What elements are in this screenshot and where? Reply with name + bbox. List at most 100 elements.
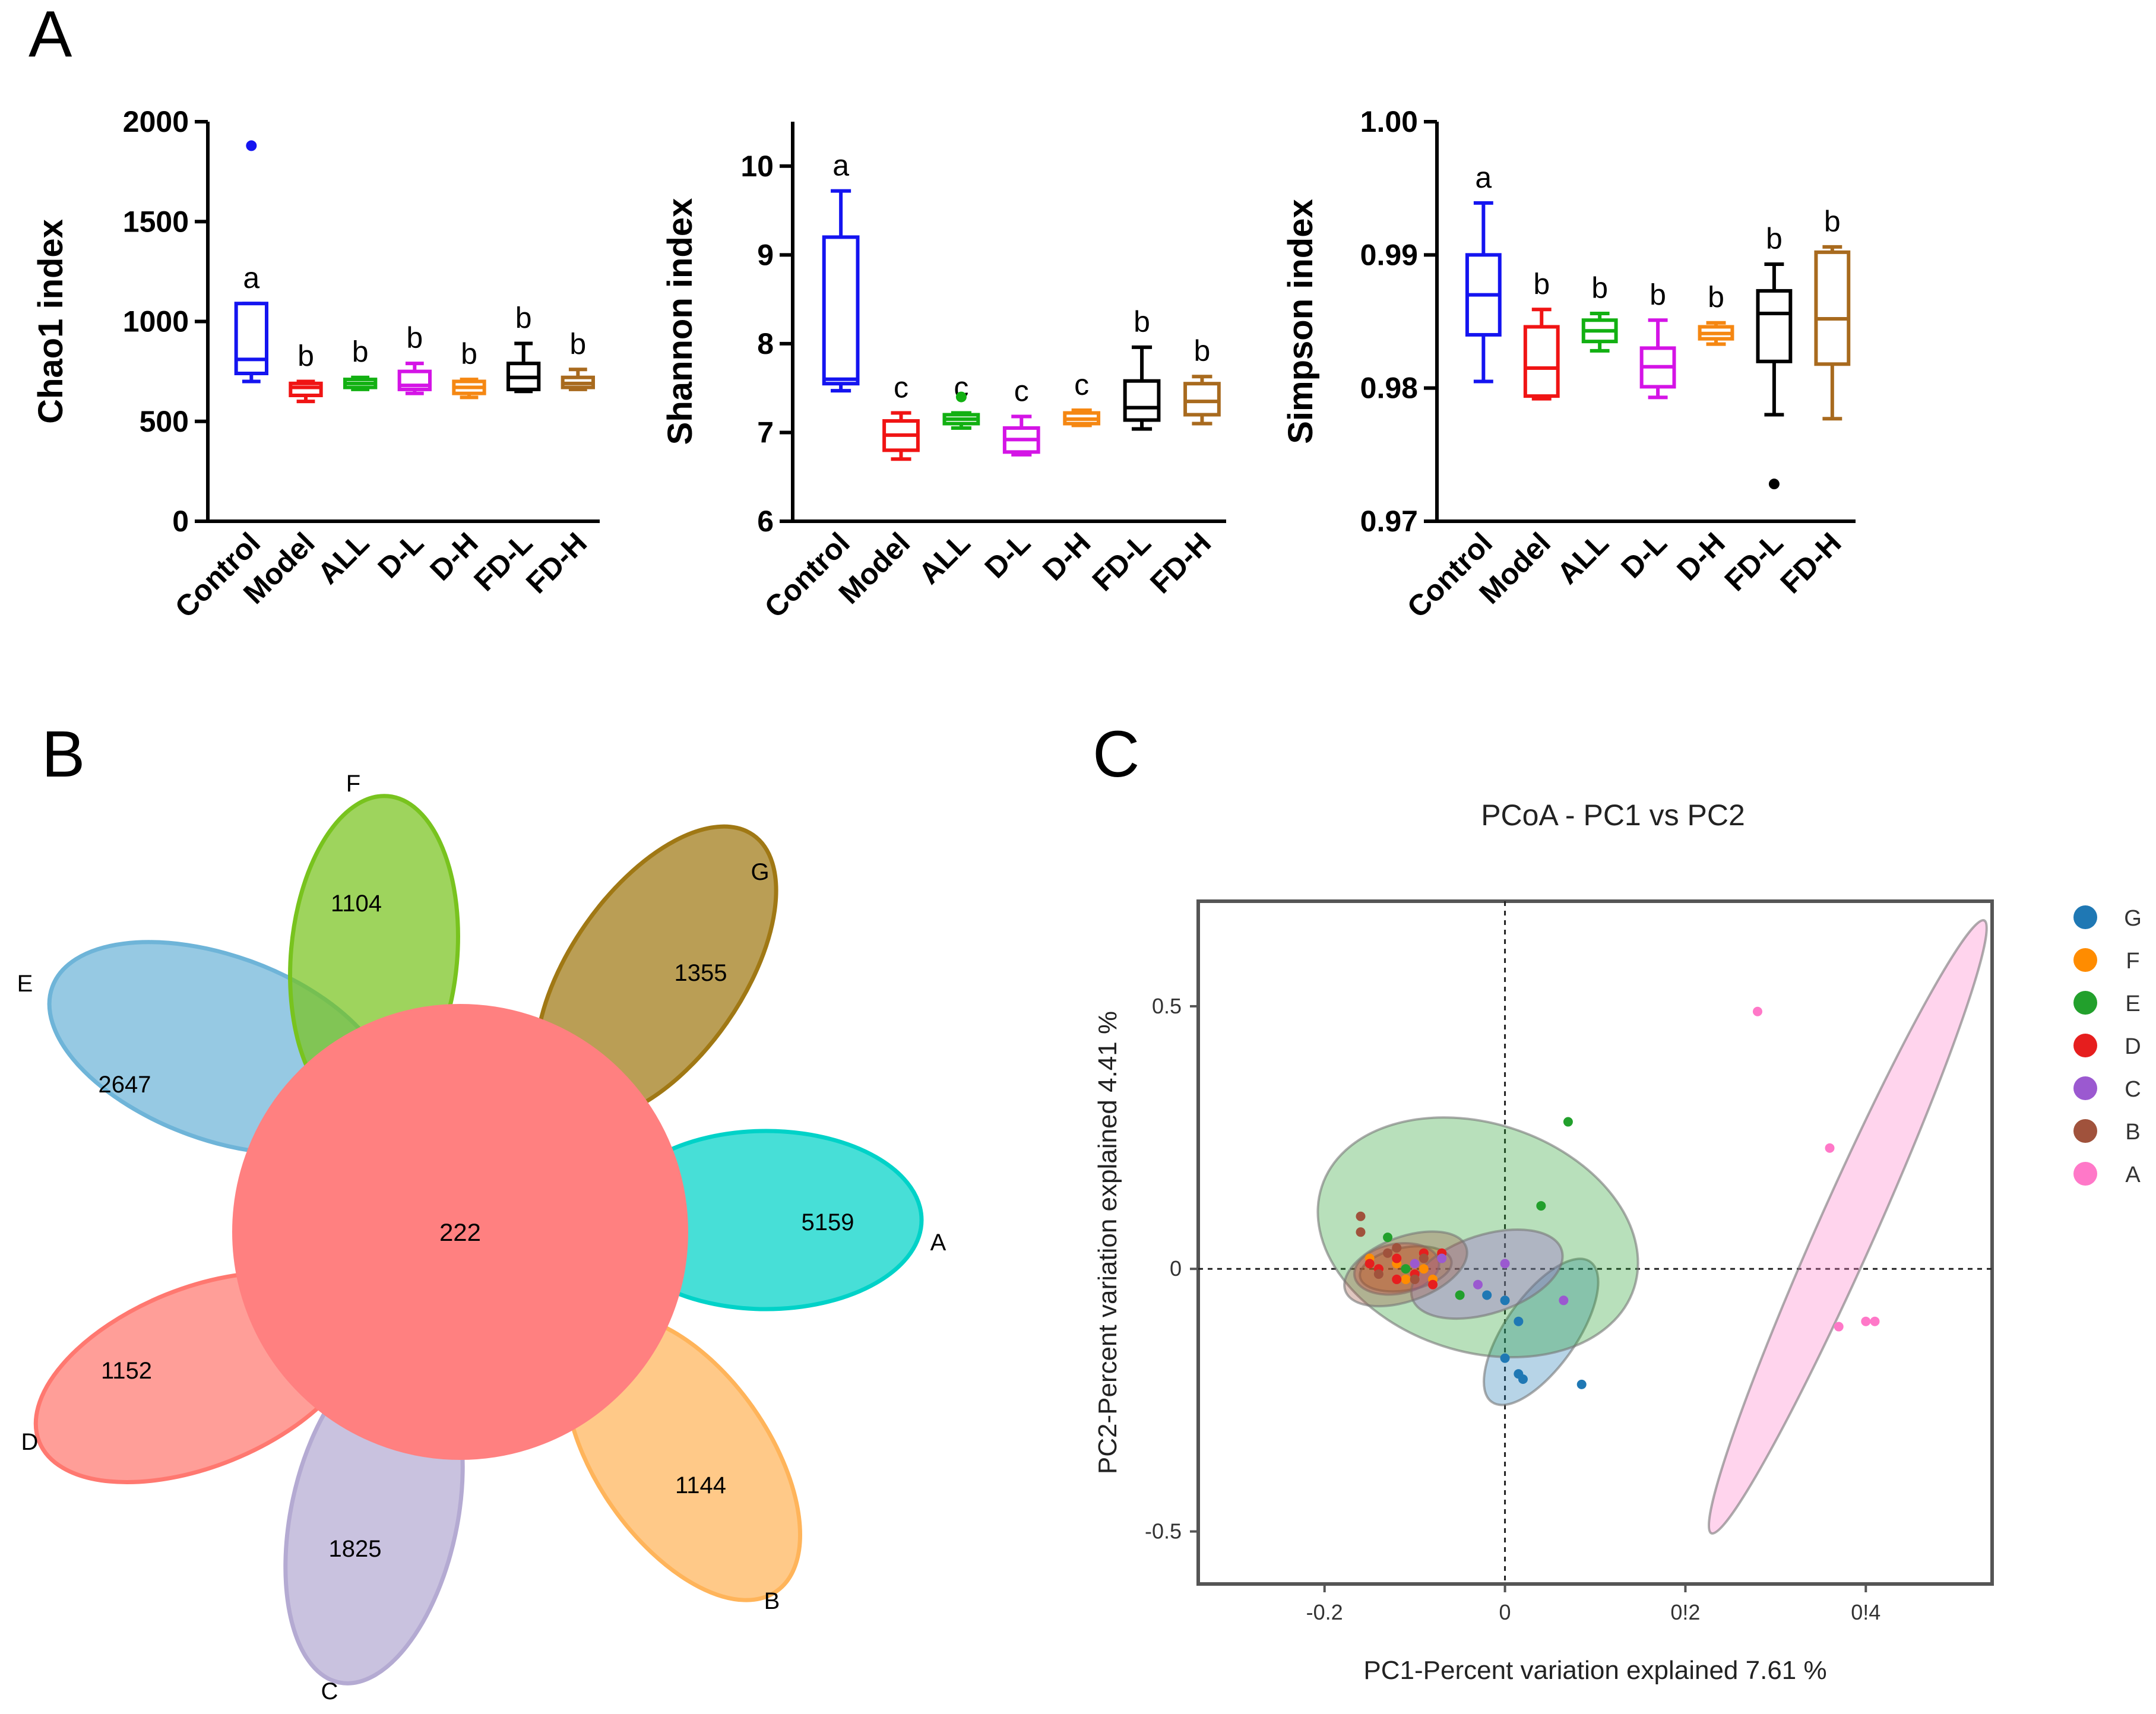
shannon-category-label: Control [758,526,856,624]
shannon-box-Control [822,235,860,386]
pcoa-point-G [1514,1316,1524,1326]
chao1-y-tick-label: 1500 [123,205,189,238]
chao1-box-Model [289,381,323,398]
shannon-y-tick-label: 9 [757,238,774,271]
pcoa-legend-marker-C [2073,1076,2097,1100]
pcoa-legend-label-D: D [2125,1034,2141,1059]
pcoa-legend-marker-F [2073,948,2097,972]
chao1-box-Control [234,302,268,375]
pcoa-legend-label-C: C [2125,1077,2141,1102]
chao1-y-tick-label: 1000 [123,305,189,338]
shannon-y-tick-label: 10 [740,150,774,183]
panel-label-c: C [1093,718,1139,791]
chao1-significance-letter: b [297,339,314,372]
simpson-significance-letter: b [1650,278,1666,311]
pcoa-y-tick-label: -0.5 [1145,1519,1182,1544]
simpson-y-tick-label: 0.97 [1360,505,1418,538]
pcoa-point-G [1500,1295,1510,1306]
pcoa-point-E [1383,1233,1393,1243]
venn-count-D: 1152 [101,1358,152,1384]
shannon-y-tick-label: 7 [757,416,774,449]
pcoa-ellipse-E [1316,1116,1639,1359]
pcoa-point-A [1870,1316,1880,1326]
shannon-significance-letter: c [1014,375,1029,408]
pcoa-ellipse-G [1483,1257,1600,1406]
pcoa-title: PCoA - PC1 vs PC2 [1481,799,1745,832]
pcoa-legend-label-G: G [2124,906,2142,931]
pcoa-point-C [1410,1259,1420,1269]
shannon-significance-letter: c [894,371,908,404]
venn-set-label-E: E [17,971,33,997]
venn-count-G: 1355 [675,960,727,986]
venn-count-B: 1144 [675,1472,726,1498]
chao1-significance-letter: b [461,337,477,370]
chao1-significance-letter: b [515,302,532,335]
pcoa-point-G [1482,1290,1492,1300]
pcoa-plot-frame [1196,899,1994,1586]
shannon-y-axis-label: Shannon index [661,198,699,445]
shannon-category-label: FD-H [1144,526,1217,600]
pcoa-legend-label-E: E [2125,991,2140,1016]
pcoa-point-A [1861,1316,1871,1326]
pcoa-point-F [1419,1264,1429,1274]
shannon-y-tick-label: 8 [757,327,774,360]
pcoa-x-tick-label: 0!4 [1851,1600,1880,1624]
pcoa-point-A [1752,1006,1762,1016]
pcoa-point-B [1356,1211,1366,1221]
panel-label-a: A [29,0,72,71]
pcoa-point-D [1428,1279,1438,1290]
simpson-category-label: FD-L [1718,526,1790,597]
shannon-outlier [955,391,967,403]
pcoa-point-C [1437,1253,1447,1263]
pcoa-x-tick-label: 0 [1499,1600,1511,1624]
chao1-y-tick-label: 500 [140,405,189,438]
pcoa-point-B [1356,1227,1366,1237]
shannon-category-label: D-L [979,526,1037,585]
pcoa-legend-label-A: A [2125,1162,2141,1187]
pcoa-point-B [1410,1274,1420,1284]
simpson-significance-letter: b [1766,222,1783,255]
venn-diagram: 5159 A 1144 B 1825 C 1152 D 2647 E 1104 F 1355 G 222 [17,771,946,1705]
venn-set-label-B: B [764,1588,780,1614]
pcoa-point-C [1559,1295,1569,1306]
pcoa-point-D [1364,1259,1375,1269]
pcoa-legend-marker-A [2073,1162,2097,1186]
venn-core-count: 222 [439,1218,481,1246]
chao1-outlier [246,140,257,151]
pcoa-point-C [1500,1259,1510,1269]
pcoa-y-tick-label: 0 [1170,1256,1182,1281]
pcoa-point-D [1392,1253,1402,1263]
pcoa-point-G [1518,1374,1528,1384]
panel-label-b: B [42,718,85,791]
chao1-significance-letter: b [569,327,586,360]
chao1-category-label: FD-L [467,526,539,597]
simpson-category-label: D-L [1614,526,1673,585]
shannon-significance-letter: b [1194,334,1211,367]
simpson-significance-letter: b [1824,205,1841,238]
shannon-y-tick-label: 6 [757,505,774,538]
chao1-significance-letter: b [406,321,423,354]
venn-count-E: 2647 [99,1072,151,1098]
pcoa-point-C [1473,1279,1483,1290]
shannon-category-label: ALL [912,526,976,590]
pcoa-scatter: PCoA - PC1 vs PC2 -0.2 0 0!2 0!4 -0.5 0 0.5 PC1-… [1093,799,2142,1685]
simpson-y-tick-label: 0.98 [1360,372,1418,405]
chao1-significance-letter: a [243,261,259,294]
venn-core-circle [232,1004,688,1460]
pcoa-point-E [1563,1117,1573,1127]
pcoa-point-B [1383,1248,1393,1258]
pcoa-point-G [1576,1379,1587,1389]
shannon-significance-letter: b [1134,305,1150,338]
shannon-box-FD-L [1123,379,1161,422]
pcoa-y-axis-label: PC2-Percent variation explained 4.41 % [1093,1011,1122,1474]
shannon-significance-letter: a [832,149,849,182]
simpson-significance-letter: a [1475,161,1492,194]
simpson-category-label: ALL [1551,526,1615,590]
pcoa-legend-marker-B [2073,1119,2097,1143]
pcoa-point-A [1834,1322,1844,1332]
simpson-box-FD-L [1756,289,1793,363]
venn-set-label-C: C [321,1678,338,1705]
pcoa-legend-marker-G [2073,905,2097,929]
